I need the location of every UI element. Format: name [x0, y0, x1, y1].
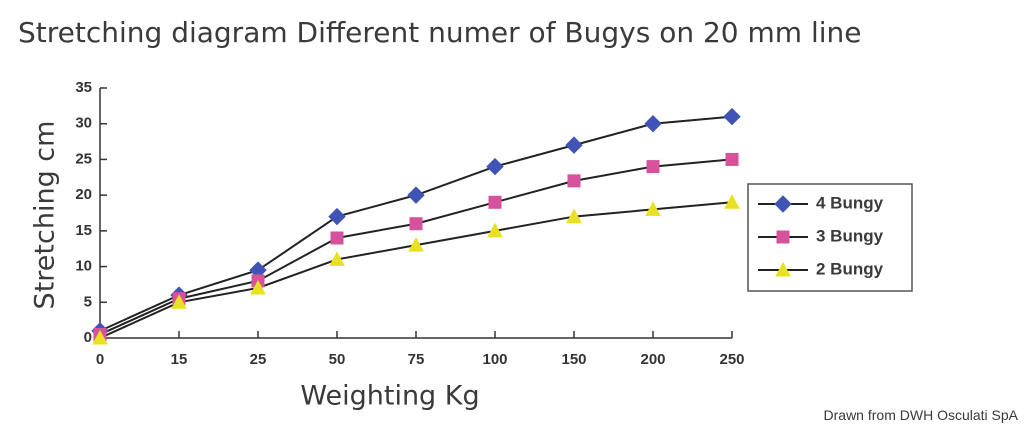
data-point [329, 251, 345, 266]
y-tick-label: 15 [75, 222, 92, 239]
data-point [488, 195, 502, 209]
data-point [408, 237, 424, 252]
data-point [567, 174, 581, 188]
y-tick-label: 25 [75, 150, 92, 167]
x-tick-label: 75 [408, 351, 425, 368]
data-point [409, 217, 423, 231]
y-tick-label: 10 [75, 258, 92, 275]
x-tick-label: 15 [171, 351, 188, 368]
legend-marker [776, 230, 790, 244]
x-tick-label: 200 [640, 351, 665, 368]
x-axis-label: Weighting Kg [300, 381, 479, 412]
y-axis-label: Stretching cm [30, 121, 61, 310]
data-point [724, 194, 740, 209]
x-tick-label: 0 [96, 351, 104, 368]
legend-label: 2 Bungy [816, 259, 884, 278]
data-point [250, 279, 266, 295]
data-point [646, 160, 660, 174]
source-note: Drawn from DWH Osculati SpA [824, 407, 1019, 423]
data-point [487, 222, 503, 238]
data-point [644, 115, 662, 133]
legend-label: 3 Bungy [816, 226, 884, 245]
data-point [171, 294, 187, 309]
y-tick-label: 5 [84, 293, 92, 310]
data-point [92, 329, 108, 345]
x-tick-label: 50 [329, 351, 346, 368]
data-point [645, 201, 661, 216]
data-point [330, 231, 344, 245]
data-point [328, 207, 346, 226]
data-point [566, 208, 582, 224]
data-point [565, 136, 583, 154]
chart-title: Stretching diagram Different numer of Bu… [18, 16, 862, 49]
data-point [723, 107, 741, 126]
legend-marker [775, 261, 791, 277]
x-tick-label: 250 [719, 351, 744, 368]
data-point [407, 186, 425, 204]
y-tick-label: 35 [75, 79, 92, 96]
x-tick-label: 100 [482, 351, 507, 368]
legend-marker [774, 195, 792, 213]
y-tick-label: 20 [75, 186, 92, 203]
data-point [725, 152, 739, 166]
data-point [486, 157, 504, 176]
x-tick-label: 25 [250, 351, 267, 368]
y-tick-label: 30 [75, 115, 92, 132]
x-tick-label: 150 [561, 351, 586, 368]
y-tick-label: 0 [84, 329, 92, 346]
legend-label: 4 Bungy [816, 193, 884, 212]
